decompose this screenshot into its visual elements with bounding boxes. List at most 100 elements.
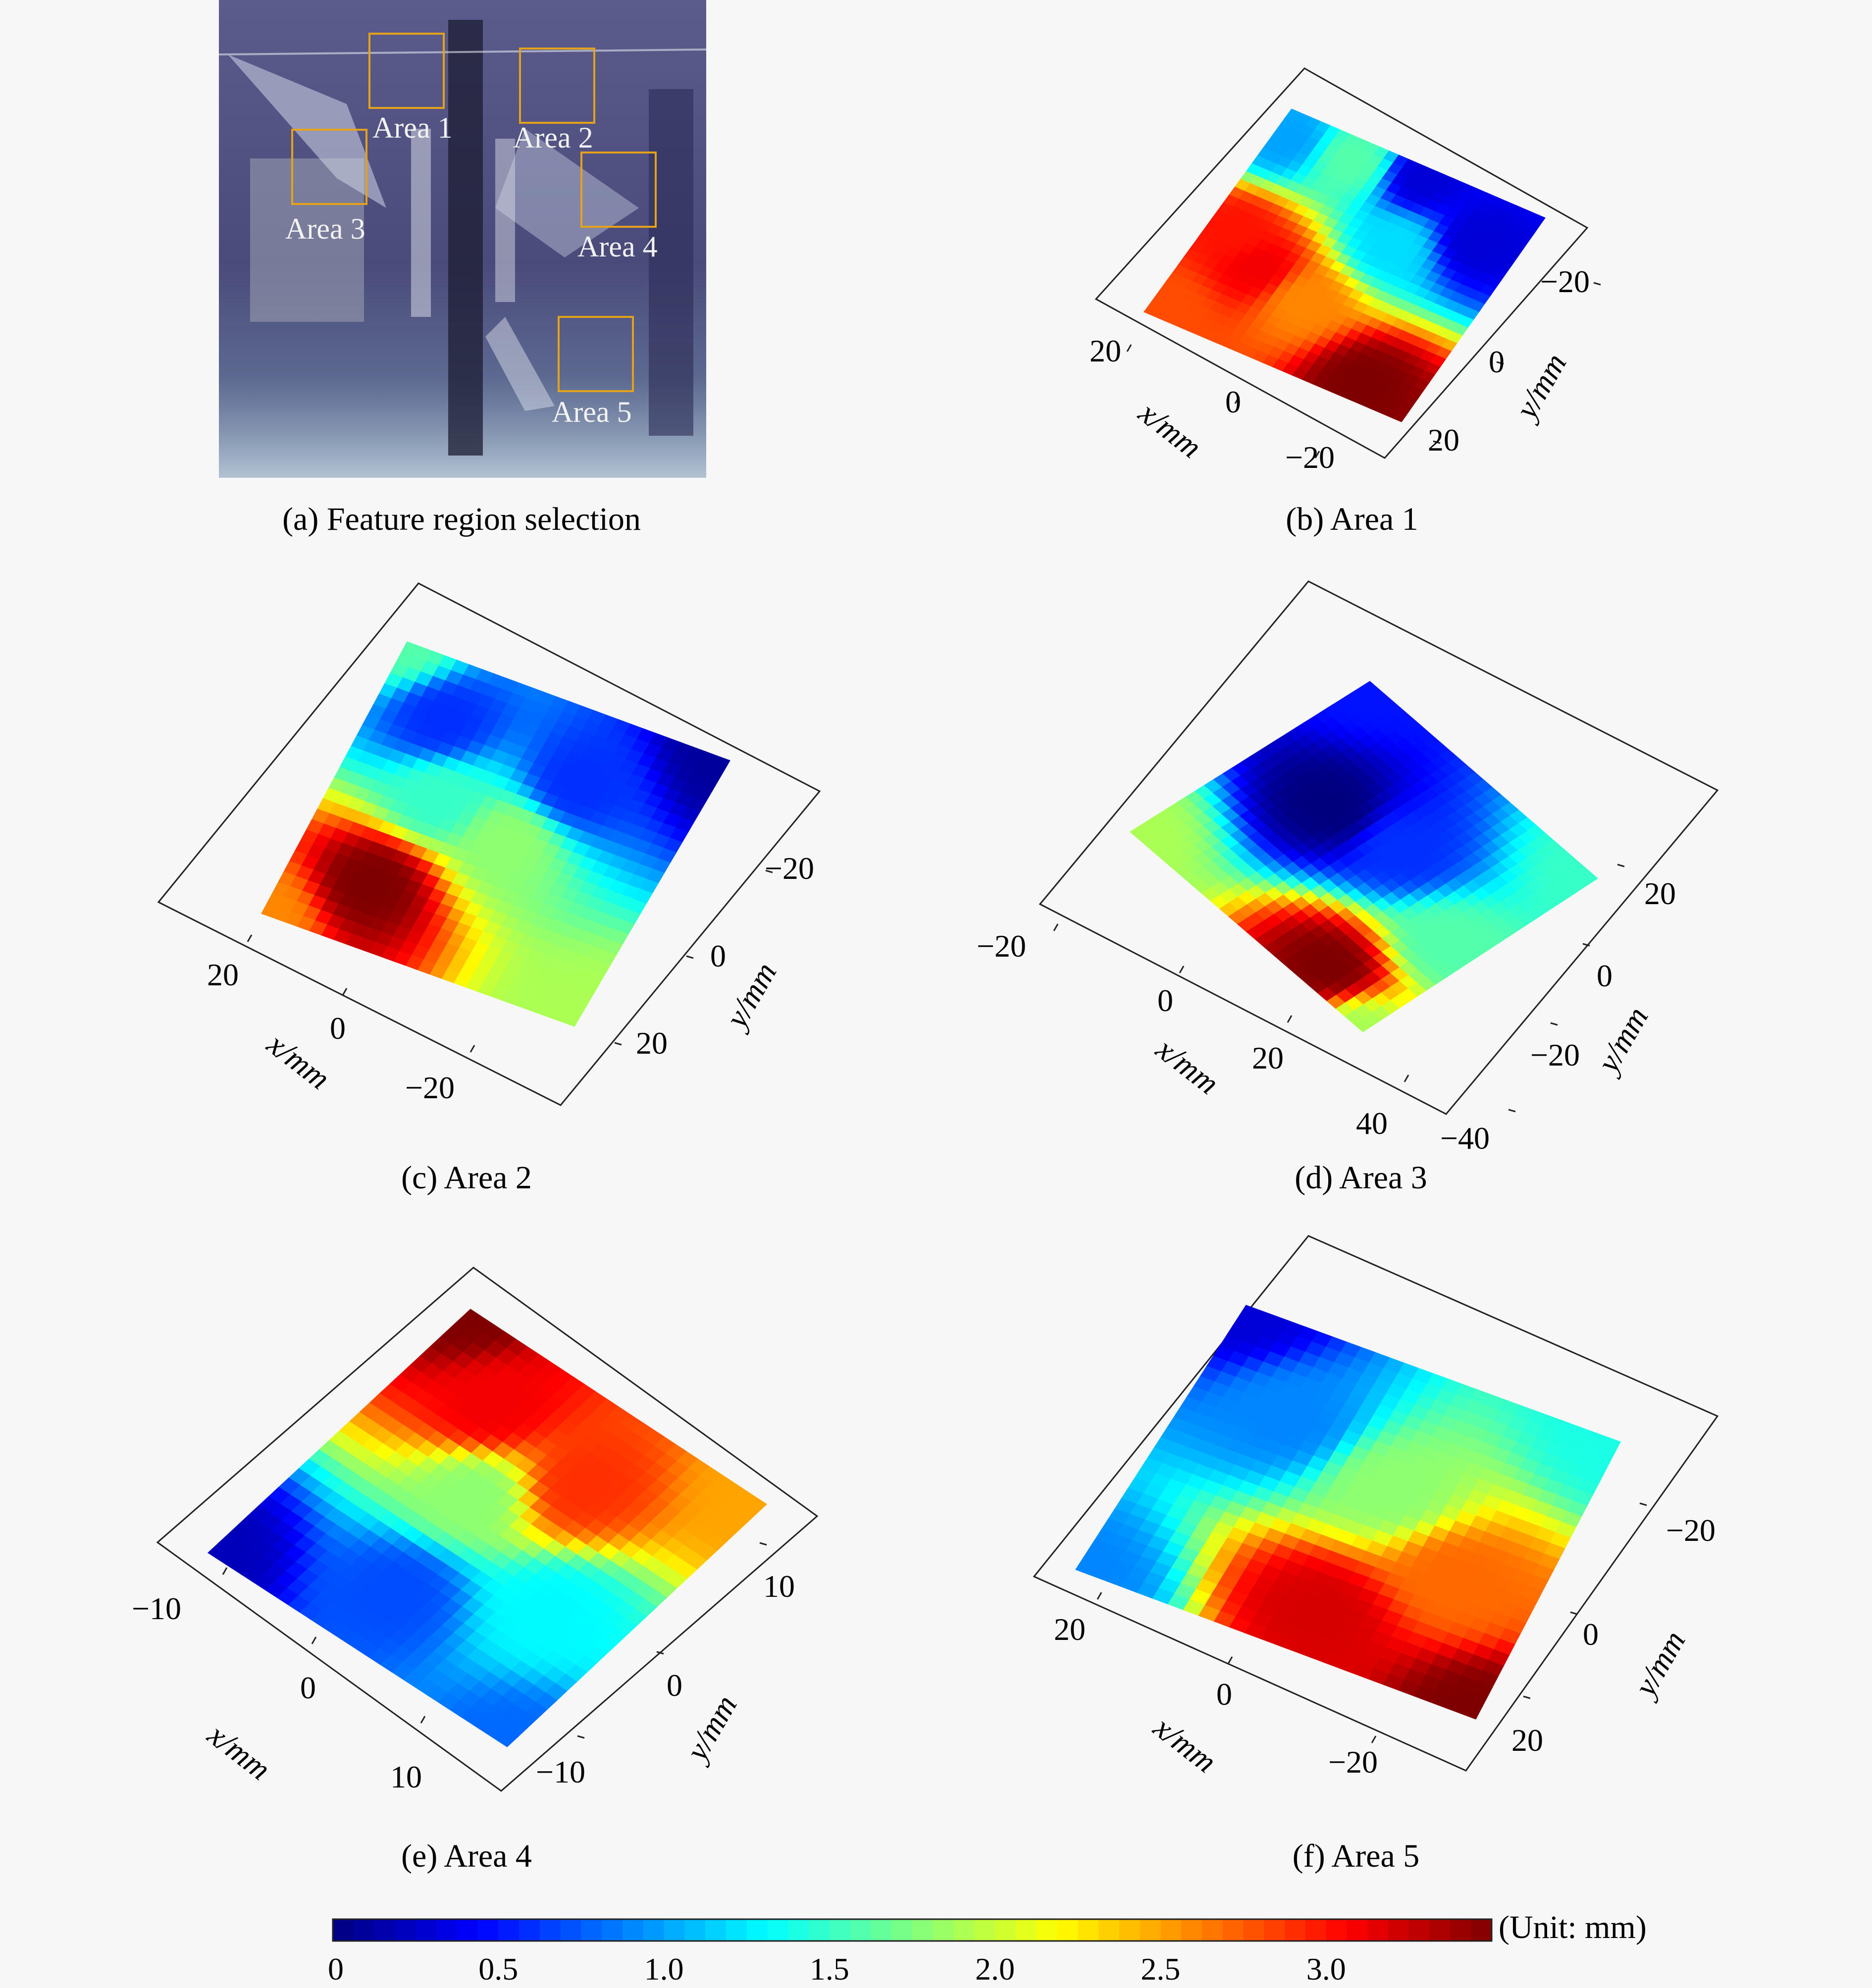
colorbar-segment: [1408, 1919, 1430, 1941]
y-axis-label: y/mm: [677, 1689, 744, 1769]
heat-surface: [1075, 1305, 1621, 1720]
x-tick-mark: [1179, 966, 1185, 973]
heat-cell: [495, 1730, 518, 1747]
photo-area-label-3: Area 3: [285, 212, 365, 245]
heat-surface: [261, 641, 730, 1027]
colorbar-segment: [1119, 1919, 1141, 1941]
colorbar-segment: [602, 1919, 623, 1941]
x-tick-label: 0: [1225, 384, 1241, 419]
y-tick-mark: [1639, 1502, 1647, 1506]
colorbar-segment: [953, 1919, 975, 1941]
x-tick-label: −20: [405, 1070, 455, 1105]
y-axis-label: y/mm: [717, 956, 783, 1036]
x-tick-mark: [1053, 923, 1059, 931]
colorbar-segment: [1243, 1919, 1265, 1941]
x-tick-mark: [247, 934, 253, 942]
colorbar-segment: [1305, 1919, 1327, 1941]
x-tick-mark: [1096, 1592, 1102, 1600]
y-tick-mark: [1582, 943, 1590, 947]
y-tick-label: 0: [710, 938, 726, 973]
colorbar-segment: [746, 1919, 768, 1941]
y-tick-mark: [1496, 361, 1504, 365]
colorbar-segment: [705, 1919, 727, 1941]
y-tick-mark: [1550, 1022, 1558, 1026]
axes-frame: [1039, 580, 1719, 1115]
x-tick-mark: [222, 1567, 228, 1575]
photo-fuselage: [448, 20, 483, 456]
x-tick-mark: [311, 1636, 317, 1644]
x-tick-mark: [420, 1716, 426, 1724]
photo-area-label-2: Area 2: [513, 121, 593, 154]
x-tick-mark: [469, 1045, 475, 1053]
x-axis-label: x/mm: [260, 1026, 337, 1096]
photo-area-box-4: [580, 152, 657, 228]
colorbar-segment: [1285, 1919, 1306, 1941]
y-tick-mark: [759, 1542, 767, 1546]
x-axis-label: x/mm: [201, 1717, 277, 1787]
colorbar-segment: [333, 1919, 354, 1941]
y-tick-label: 20: [1511, 1723, 1543, 1758]
y-tick-label: −40: [1440, 1121, 1490, 1156]
x-axis-label: x/mm: [1149, 1031, 1226, 1101]
colorbar-segment: [374, 1919, 396, 1941]
y-axis-label: y/mm: [1589, 1001, 1655, 1080]
heat-surface: [1144, 108, 1546, 422]
colorbar-segment: [684, 1919, 706, 1941]
colorbar-segment: [788, 1919, 809, 1941]
colorbar-segment: [498, 1919, 520, 1941]
photo-left-wall: [250, 158, 364, 322]
colorbar-segment: [395, 1919, 416, 1941]
colorbar-segment: [1160, 1919, 1182, 1941]
y-tick-mark: [1523, 1695, 1531, 1699]
y-tick-label: 10: [763, 1569, 795, 1604]
photo-area-box-2: [519, 48, 595, 124]
x-tick-mark: [1314, 451, 1320, 459]
x-tick-label: 20: [1090, 333, 1121, 368]
colorbar-tick-label: 2.5: [1141, 1951, 1180, 1987]
colorbar-segment: [1222, 1919, 1244, 1941]
colorbar-tick-label: 1.0: [644, 1951, 684, 1987]
colorbar-segment: [850, 1919, 872, 1941]
photo-area-box-5: [558, 316, 634, 392]
x-tick-label: 0: [300, 1670, 316, 1705]
surface-panel-area-2: 20 0 −20 −20 0 20 x/mm y/mm: [157, 582, 821, 1106]
colorbar-segment: [623, 1919, 644, 1941]
x-tick-label: 20: [207, 957, 239, 992]
x-tick-label: −20: [977, 928, 1026, 964]
colorbar-segment: [1450, 1919, 1472, 1941]
x-tick-label: 0: [1157, 983, 1173, 1018]
heat-surface: [1129, 681, 1598, 1032]
colorbar-segment: [581, 1919, 603, 1941]
surface-panel-area-4: −10 0 10 10 0 −10 x/mm y/mm: [132, 1267, 819, 1794]
colorbar-segment: [809, 1919, 830, 1941]
colorbar-segment: [726, 1919, 747, 1941]
colorbar: (Unit: mm) 0 0.5 1.0 1.5 2.0 2.5 3.0: [328, 1909, 1647, 1987]
photo-area-box-3: [291, 129, 367, 205]
colorbar-segment: [436, 1919, 458, 1941]
heat-cell: [1391, 409, 1408, 422]
x-tick-mark: [1126, 344, 1132, 352]
caption-c: (c) Area 2: [401, 1160, 532, 1196]
x-tick-mark: [342, 988, 348, 996]
photo-area-label-1: Area 1: [372, 111, 453, 144]
colorbar-segment: [871, 1919, 892, 1941]
surface-panel-area-5: 20 0 −20 −20 0 20 x/mm y/mm: [1033, 1235, 1719, 1780]
colorbar-segment: [1429, 1919, 1451, 1941]
caption-e: (e) Area 4: [401, 1838, 532, 1874]
y-tick-mark: [577, 1735, 585, 1739]
y-tick-mark: [1433, 440, 1441, 444]
y-tick-mark: [656, 1651, 664, 1655]
surface-panel-area-1: 20 0 −20 −20 0 20 x/mm y/mm: [1090, 67, 1601, 475]
y-tick-mark: [765, 869, 773, 873]
x-tick-label: 20: [1054, 1612, 1086, 1647]
y-tick-label: 0: [1489, 344, 1505, 379]
caption-d: (d) Area 3: [1295, 1160, 1427, 1196]
colorbar-segment: [353, 1919, 375, 1941]
x-tick-mark: [1371, 1735, 1377, 1743]
photo-wing-left: [228, 54, 386, 208]
colorbar-segment: [643, 1919, 665, 1941]
y-tick-mark: [614, 1042, 622, 1046]
y-axis-label: y/mm: [1626, 1625, 1692, 1704]
colorbar-segment: [1078, 1919, 1099, 1941]
